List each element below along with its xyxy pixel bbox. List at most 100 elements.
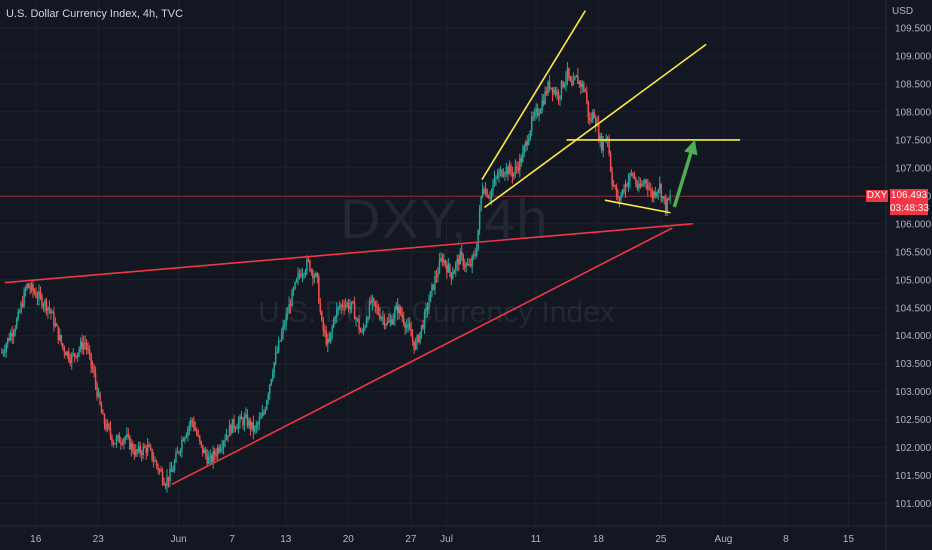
candle-body [300,274,302,277]
candle-body [78,349,80,353]
candle-body [571,81,573,86]
candle-body [108,423,110,428]
candle-body [178,451,180,453]
candle-body [194,428,197,431]
candle-body [611,170,613,185]
candle-body [164,485,167,487]
candle-body [66,351,69,356]
candle-body [91,365,94,370]
candle-body [27,283,30,288]
candle-body [266,400,268,410]
candle-body [276,351,278,353]
candle-body [423,311,426,329]
candle-body [577,75,579,84]
candle-body [501,169,503,177]
candle-body [152,459,155,462]
candle-body [553,89,555,94]
y-tick-label: 102.500 [895,415,932,426]
candle-body [181,439,183,451]
candle-body [666,198,668,212]
candle-body [133,451,136,456]
candle-body [309,260,311,271]
candle-body [54,324,57,326]
candle-body [539,110,542,114]
candle-body [201,444,204,454]
candle-body [227,435,229,437]
candle-body [523,146,526,153]
chart-title[interactable]: U.S. Dollar Currency Index, 4h, TVC [6,8,184,20]
candle-body [261,412,264,417]
candle-body [483,189,485,194]
candle-body [510,165,512,173]
candle-body [626,183,628,187]
candle-body [169,468,171,481]
last-price-symbol-tag: DXY [866,190,888,203]
candle-body [396,305,399,314]
candle-body [361,331,363,333]
candle-body [38,291,40,299]
price-axis[interactable]: 109.500 109.000 108.500 108.000 107.500 107.0… [885,0,932,550]
currency-label[interactable]: USD [892,6,914,17]
candle-body [316,272,319,277]
candle-body [321,311,323,321]
candle-body [621,189,624,195]
candle-body [560,81,563,96]
x-tick-label: 15 [843,534,855,545]
candle-body [218,447,220,452]
candle-body [472,254,475,256]
candle-body [669,196,671,200]
candle-body [319,303,322,312]
candle-body [651,190,654,199]
candle-body [481,189,484,197]
x-tick-label: Aug [715,534,733,545]
candle-body [367,318,369,321]
candle-body [589,117,591,121]
candle-body [419,331,421,342]
candle-body [117,435,119,439]
candle-body [456,258,459,264]
candle-body [267,394,269,401]
candle-body [307,259,310,261]
candle-body [376,305,378,308]
candle-body [132,443,134,452]
candle-body [578,81,581,84]
candle-body [123,438,125,444]
candle-body [63,347,66,353]
candle-body [565,78,567,84]
candle-body [73,353,76,356]
y-tick-label: 107.000 [895,163,932,174]
candle-body [14,328,16,333]
candle-body [466,263,469,266]
candle-body [130,443,133,450]
y-tick-label: 101.000 [895,499,932,510]
candle-body [206,455,208,464]
candle-body [563,83,566,88]
x-tick-label: 8 [783,534,789,545]
candle-body [511,172,514,177]
candle-body [129,436,131,450]
candle-body [447,264,450,273]
candle-body [608,140,610,154]
candle-body [371,298,374,303]
candle-body [542,100,545,104]
candle-body [298,273,301,275]
candle-body [504,172,506,175]
candle-body [526,141,529,145]
candle-body [557,91,560,100]
candle-body [535,108,537,112]
candle-body [315,272,317,277]
candle-body [458,258,460,265]
time-axis[interactable]: 16 23 Jun 7 13 20 27 Jul 11 18 25 Aug 8 15 [0,525,932,545]
candle-body [441,258,444,263]
candle-body [633,176,636,179]
candle-body [5,344,8,352]
candle-body [8,338,10,341]
candle-body [422,324,424,329]
candle-body [114,443,116,445]
candle-body [318,276,320,304]
candle-body [59,335,61,340]
candle-body [23,290,25,307]
candle-body [228,424,231,437]
candle-body [399,307,402,315]
